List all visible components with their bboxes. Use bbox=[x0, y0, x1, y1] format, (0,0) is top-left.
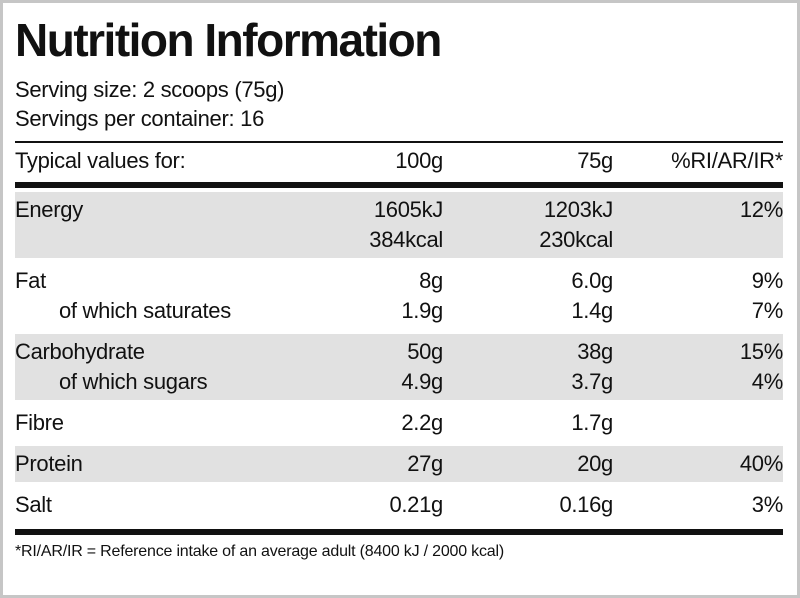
footnote-text: *RI/AR/IR = Reference intake of an avera… bbox=[15, 542, 504, 560]
table-row: of which sugars 4.9g 3.7g 4% bbox=[15, 367, 783, 397]
value-75g: 0.16g bbox=[559, 491, 613, 517]
value-75g: 230kcal bbox=[539, 226, 613, 252]
row-group-energy: Energy 1605kJ 1203kJ 12% 384kcal 230kcal bbox=[15, 191, 783, 258]
value-75g: 1203kJ bbox=[543, 196, 613, 222]
row-group-carbohydrate: Carbohydrate 50g 38g 15% of which sugars… bbox=[15, 333, 783, 400]
header-col-ri-ar-ir: %RI/AR/IR* bbox=[671, 147, 783, 173]
row-group-protein: Protein 27g 20g 40% bbox=[15, 445, 783, 482]
value-ri-percent: 4% bbox=[751, 368, 784, 394]
value-100g: 2.2g bbox=[401, 409, 443, 435]
value-ri-percent: 3% bbox=[751, 491, 784, 517]
value-100g: 8g bbox=[419, 267, 443, 293]
servings-per-container-text: Servings per container: 16 bbox=[15, 105, 265, 131]
value-75g: 3.7g bbox=[571, 368, 613, 394]
value-75g: 20g bbox=[577, 450, 613, 476]
nutrient-name: of which sugars bbox=[59, 368, 208, 394]
header-col-100g: 100g bbox=[395, 147, 443, 173]
row-group-fibre: Fibre 2.2g 1.7g bbox=[15, 405, 783, 441]
nutrient-name: Energy bbox=[15, 196, 83, 222]
value-100g: 50g bbox=[407, 338, 443, 364]
value-75g: 1.4g bbox=[571, 297, 613, 323]
value-75g: 6.0g bbox=[571, 267, 613, 293]
value-100g: 1605kJ bbox=[373, 196, 443, 222]
value-75g: 1.7g bbox=[571, 409, 613, 435]
row-group-fat: Fat 8g 6.0g 9% of which saturates 1.9g 1… bbox=[15, 263, 783, 329]
value-ri-percent: 9% bbox=[751, 267, 784, 293]
nutrient-name: Carbohydrate bbox=[15, 338, 145, 364]
value-75g: 38g bbox=[577, 338, 613, 364]
table-row: Carbohydrate 50g 38g 15% bbox=[15, 337, 783, 367]
value-ri-percent: 12% bbox=[739, 196, 783, 222]
label-title: Nutrition Information bbox=[15, 14, 442, 66]
divider-above-header bbox=[15, 140, 783, 143]
nutrient-name: Fibre bbox=[15, 409, 64, 435]
value-100g: 1.9g bbox=[401, 297, 443, 323]
nutrient-name: Fat bbox=[15, 267, 46, 293]
serving-size-text: Serving size: 2 scoops (75g) bbox=[15, 76, 285, 102]
header-typical-values: Typical values for: bbox=[15, 147, 186, 173]
table-row: Salt 0.21g 0.16g 3% bbox=[15, 490, 783, 520]
value-100g: 0.21g bbox=[389, 491, 443, 517]
nutrient-name: Salt bbox=[15, 491, 52, 517]
divider-below-header bbox=[15, 181, 783, 188]
table-row: Fat 8g 6.0g 9% bbox=[15, 266, 783, 296]
nutrient-name: Protein bbox=[15, 450, 83, 476]
divider-above-footnote bbox=[15, 528, 783, 535]
value-ri-percent: 7% bbox=[751, 297, 784, 323]
value-100g: 27g bbox=[407, 450, 443, 476]
nutrient-name: of which saturates bbox=[59, 297, 231, 323]
table-row: Fibre 2.2g 1.7g bbox=[15, 408, 783, 438]
value-ri-percent: 40% bbox=[739, 450, 783, 476]
value-100g: 4.9g bbox=[401, 368, 443, 394]
table-row: Protein 27g 20g 40% bbox=[15, 449, 783, 479]
row-group-salt: Salt 0.21g 0.16g 3% bbox=[15, 487, 783, 523]
value-100g: 384kcal bbox=[369, 226, 443, 252]
table-header-row: Typical values for: 100g 75g %RI/AR/IR* bbox=[15, 143, 783, 180]
table-row: Energy 1605kJ 1203kJ 12% bbox=[15, 195, 783, 225]
header-col-75g: 75g bbox=[577, 147, 613, 173]
value-ri-percent: 15% bbox=[739, 338, 783, 364]
table-row: of which saturates 1.9g 1.4g 7% bbox=[15, 296, 783, 326]
table-row: 384kcal 230kcal bbox=[15, 225, 783, 255]
